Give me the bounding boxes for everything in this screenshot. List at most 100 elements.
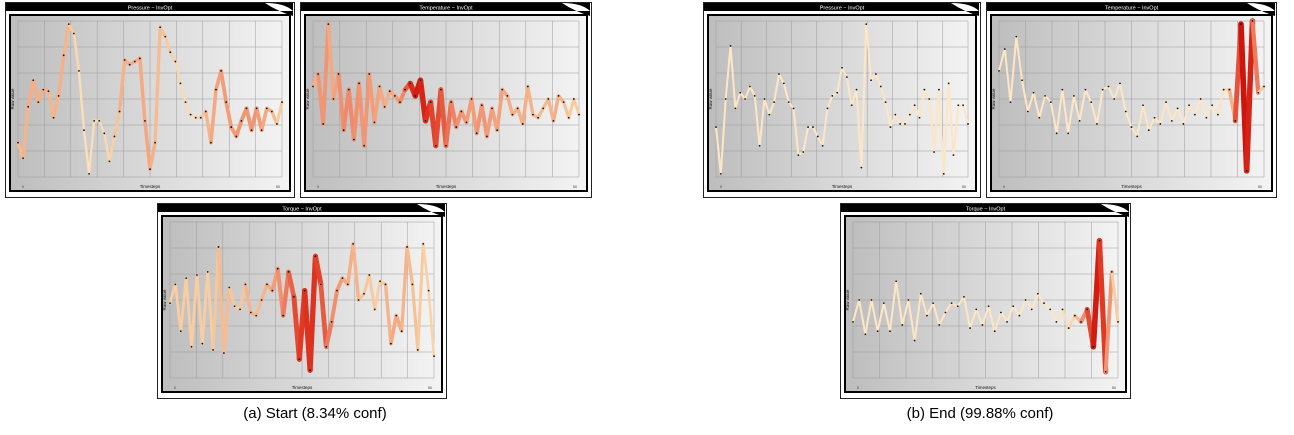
line-segment	[876, 302, 885, 333]
data-point	[816, 135, 819, 138]
chart-title: Pressure − InvOpt	[128, 6, 173, 12]
data-point	[347, 88, 350, 91]
data-point	[185, 277, 188, 280]
line-segment	[1147, 116, 1156, 132]
data-point	[373, 308, 376, 311]
data-point	[1124, 110, 1127, 113]
data-point	[465, 121, 468, 124]
data-point	[480, 104, 483, 107]
data-point	[957, 104, 960, 107]
data-point	[557, 94, 560, 97]
line-segment	[174, 60, 182, 85]
line-segment	[1250, 18, 1261, 95]
data-point	[907, 299, 910, 301]
line-segment	[382, 89, 392, 109]
data-point	[926, 314, 928, 317]
series-line	[997, 18, 1266, 174]
data-point	[882, 302, 885, 305]
data-point	[526, 85, 529, 88]
line-segment	[1003, 48, 1012, 104]
data-point	[32, 79, 35, 82]
line-segment	[184, 276, 193, 349]
data-point	[113, 135, 116, 138]
caption-start: (a) Start (8.34% conf)	[243, 405, 387, 422]
data-point	[552, 119, 555, 122]
line-segment	[254, 298, 264, 318]
data-point	[282, 314, 285, 317]
data-point	[303, 289, 306, 292]
line-segment	[763, 97, 771, 116]
data-point	[1251, 20, 1254, 22]
data-point	[470, 98, 473, 100]
data-points	[998, 20, 1265, 172]
data-point	[133, 60, 136, 63]
line-segment	[98, 119, 106, 135]
data-point	[1096, 123, 1098, 125]
data-point	[1263, 85, 1265, 88]
line-segment	[219, 69, 229, 105]
data-point	[749, 85, 751, 88]
data-point	[144, 119, 146, 122]
line-segment	[870, 298, 879, 333]
data-point	[998, 70, 1000, 72]
line-segment	[234, 118, 244, 139]
data-point	[1110, 271, 1113, 273]
title-bar	[841, 204, 1129, 217]
line-segment	[222, 285, 231, 355]
line-segment	[1216, 88, 1225, 116]
x-tick-label: 0	[720, 185, 722, 189]
line-segment	[826, 94, 834, 110]
data-point	[406, 246, 408, 248]
data-point	[337, 73, 340, 75]
line-segment	[1211, 104, 1219, 116]
data-point	[424, 119, 427, 122]
data-point	[865, 23, 868, 26]
line-segment	[729, 44, 737, 110]
data-point	[787, 101, 790, 104]
line-segment	[1018, 298, 1027, 317]
line-segment	[919, 292, 928, 317]
data-point	[128, 63, 131, 66]
data-point	[98, 119, 101, 122]
data-point	[895, 280, 898, 283]
line-segment	[758, 97, 766, 147]
line-segment	[1153, 116, 1162, 125]
line-segment	[787, 101, 795, 110]
caption-end: (b) End (99.88% conf)	[906, 405, 1054, 422]
data-point	[933, 151, 935, 153]
data-point	[103, 132, 106, 135]
line-segment	[383, 282, 393, 346]
line-segment	[1103, 269, 1114, 374]
data-point	[904, 123, 906, 125]
line-segment	[870, 73, 877, 82]
data-point	[108, 160, 111, 163]
x-axis-label: Timesteps	[140, 184, 161, 189]
line-segment	[56, 53, 66, 98]
line-segment	[901, 298, 910, 326]
line-segment	[1049, 101, 1058, 135]
data-point	[325, 345, 328, 348]
data-point	[1084, 88, 1087, 91]
data-points	[715, 23, 969, 175]
data-point	[1107, 85, 1110, 88]
data-point	[719, 172, 722, 175]
data-point	[37, 101, 40, 104]
data-point	[220, 70, 222, 72]
data-point	[1078, 119, 1081, 122]
data-point	[276, 267, 279, 270]
line-segment	[1084, 88, 1093, 104]
chart-title: Temperature − InvOpt	[419, 6, 473, 12]
data-point	[1182, 123, 1185, 125]
line-segment	[942, 82, 950, 175]
line-segment	[874, 73, 882, 88]
data-point	[537, 116, 539, 119]
line-segment	[894, 113, 902, 125]
data-point	[383, 105, 386, 108]
data-point	[864, 333, 867, 336]
line-segment	[987, 305, 996, 333]
line-segment	[836, 66, 844, 94]
data-point	[1030, 308, 1033, 311]
data-point	[899, 123, 902, 125]
data-point	[327, 23, 330, 26]
data-point	[93, 119, 96, 122]
